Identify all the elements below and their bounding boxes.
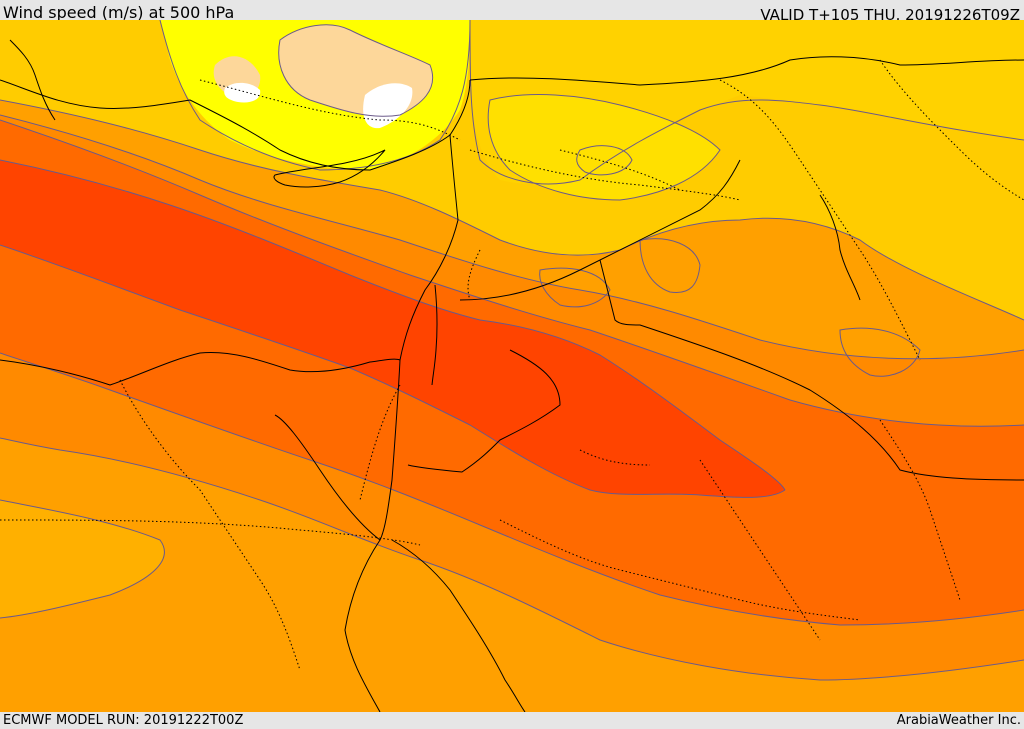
field-band-moderate-sw bbox=[0, 500, 165, 618]
wind-speed-map-svg bbox=[0, 20, 1024, 712]
country-borders bbox=[407, 159, 1024, 481]
weather-map[interactable] bbox=[0, 20, 1024, 712]
field-calm-1 bbox=[363, 83, 413, 129]
field-jet-core bbox=[0, 160, 785, 498]
field-band-moderate-low-patch bbox=[488, 94, 720, 200]
map-title: Wind speed (m/s) at 500 hPa bbox=[3, 3, 235, 22]
footer-bar: ECMWF MODEL RUN: 20191222T00Z ArabiaWeat… bbox=[0, 712, 1024, 729]
coastlines bbox=[0, 39, 1024, 712]
contour-lines bbox=[0, 20, 1024, 681]
credit-label: ArabiaWeather Inc. bbox=[896, 713, 1021, 728]
valid-time-label: VALID T+105 THU. 20191226T09Z bbox=[760, 6, 1020, 24]
header-bar: Wind speed (m/s) at 500 hPa VALID T+105 … bbox=[0, 0, 1024, 24]
model-run-label: ECMWF MODEL RUN: 20191222T00Z bbox=[3, 713, 244, 728]
field-calm-2 bbox=[224, 82, 261, 103]
political-borders bbox=[0, 59, 1024, 671]
